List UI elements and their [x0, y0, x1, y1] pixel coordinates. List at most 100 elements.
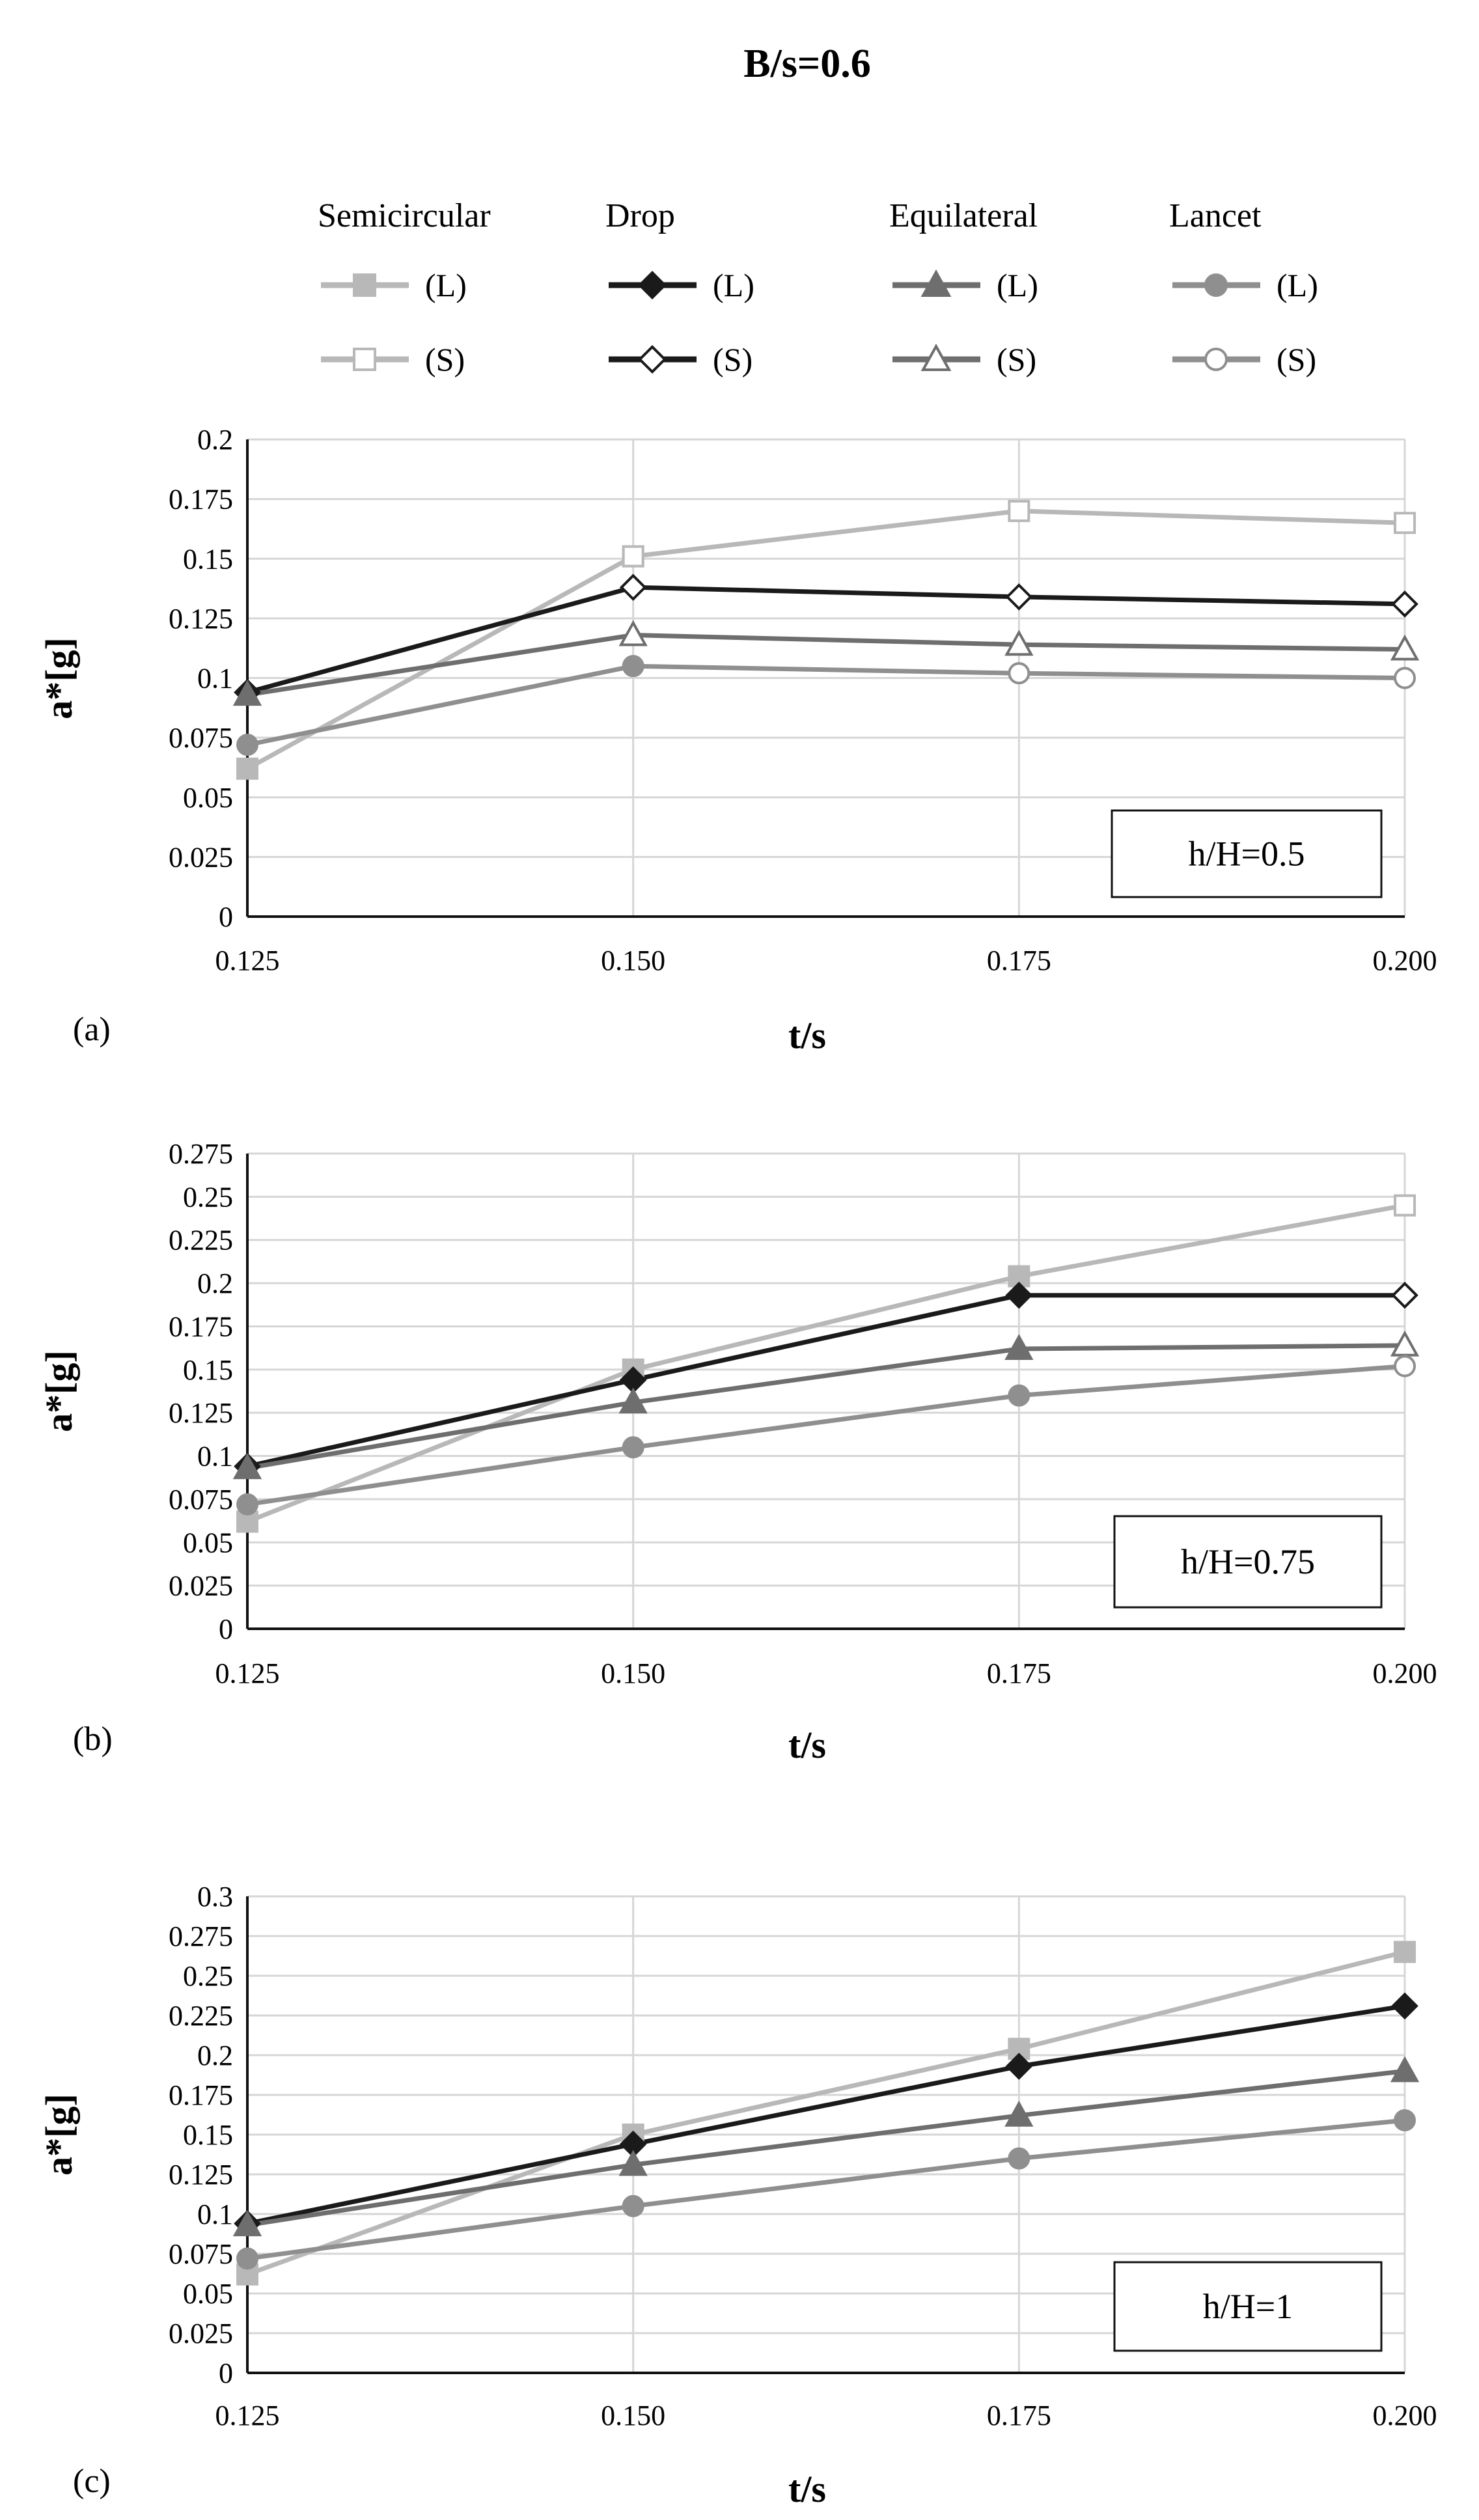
panel-label: (a) — [73, 1011, 111, 1048]
data-point-lancet-s — [1394, 1355, 1416, 1378]
y-tick-label: 0.025 — [169, 841, 233, 873]
y-tick-label: 0.1 — [197, 1441, 233, 1473]
data-point-lancet-l — [622, 2195, 644, 2217]
data-point-equilateral-l — [618, 2150, 648, 2176]
data-point-semicircular-s — [1394, 512, 1416, 534]
y-tick-label: 0.2 — [197, 424, 233, 456]
series-line-semicircular — [245, 1949, 1407, 2277]
legend-marker-equilateral-s — [920, 343, 952, 371]
x-axis-title: t/s — [788, 2468, 826, 2510]
y-tick-label: 0.2 — [197, 1267, 233, 1299]
data-point-semicircular-l — [1394, 1941, 1416, 1963]
data-point-lancet-l — [236, 2247, 258, 2270]
chart-panel-3: 0 0.025 0.05 0.075 0.1 0.125 0.15 0.175 0.2 0.225… — [38, 1881, 1437, 2510]
data-point-equilateral-l — [1390, 2056, 1420, 2083]
y-tick-label: 0.125 — [169, 1397, 233, 1429]
series-line-equilateral — [245, 2068, 1407, 2228]
y-tick-label: 0.1 — [197, 663, 233, 695]
data-point-lancet-l — [236, 734, 258, 756]
y-tick-label: 0.05 — [183, 782, 233, 814]
x-tick-label: 0.125 — [215, 2400, 280, 2431]
series-markers — [232, 499, 1420, 780]
series-lines — [245, 508, 1407, 771]
series-line-equilateral — [245, 633, 1407, 697]
series-markers — [232, 1194, 1420, 1533]
legend-group-drop: Drop — [605, 197, 675, 234]
data-point-lancet-s — [1008, 662, 1030, 685]
annotation-box — [1111, 809, 1383, 898]
panel-label: (c) — [73, 2463, 111, 2500]
y-axis-title: a*[g] — [38, 2094, 80, 2176]
data-point-lancet-l — [1008, 1384, 1030, 1407]
y-tick-label: 0.05 — [183, 2278, 233, 2310]
y-tick-label: 0.15 — [183, 2119, 233, 2151]
data-point-lancet-l — [1394, 2109, 1416, 2132]
series-line-lancet — [245, 1364, 1407, 1507]
y-tick-label: 0.225 — [169, 2000, 233, 2032]
data-point-semicircular-l — [1008, 1265, 1030, 1288]
data-point-drop-l — [1391, 1992, 1418, 2020]
y-axis-title: a*[g] — [38, 637, 80, 719]
legend-marker-lancet-s — [1204, 348, 1228, 371]
y-tick-label: 0 — [219, 2357, 233, 2389]
y-tick-label: 0.025 — [169, 1570, 233, 1602]
y-axis-title: a*[g] — [38, 1350, 80, 1432]
x-tick-label: 0.175 — [987, 2400, 1051, 2431]
legend-marker-drop-l — [637, 270, 667, 300]
figure-title: B/s=0.6 — [743, 42, 871, 86]
legend-label-semicircular-l: (L) — [425, 267, 467, 303]
series-line-lancet — [245, 663, 1407, 747]
y-tick-label: 0.175 — [169, 484, 233, 516]
series-line-drop — [245, 585, 1407, 695]
panel-label: (b) — [73, 1721, 113, 1758]
y-tick-label: 0.075 — [169, 1484, 233, 1516]
series-line-lancet — [245, 2118, 1407, 2261]
y-tick-label: 0.1 — [197, 2198, 233, 2230]
y-tick-label: 0.125 — [169, 2159, 233, 2191]
data-point-lancet-l — [236, 1493, 258, 1516]
y-tick-label: 0.15 — [183, 1354, 233, 1386]
data-point-lancet-s — [1394, 667, 1416, 689]
x-axis-title: t/s — [788, 1014, 826, 1057]
y-tick-label: 0 — [219, 1613, 233, 1645]
x-tick-label: 0.200 — [1373, 2400, 1437, 2431]
y-tick-label: 0 — [219, 901, 233, 933]
series-line-semicircular — [245, 508, 1407, 771]
legend-marker-equilateral-l — [920, 269, 952, 297]
legend-label-lancet-l: (L) — [1277, 267, 1318, 303]
data-point-equilateral-l — [1004, 1334, 1034, 1360]
data-point-drop-s — [619, 574, 647, 602]
legend-marker-semicircular-s — [353, 348, 376, 371]
x-tick-label: 0.200 — [1373, 1657, 1437, 1689]
x-tick-label: 0.200 — [1373, 945, 1437, 976]
data-point-lancet-l — [622, 655, 644, 678]
chart-panel-1: 0 0.025 0.05 0.075 0.1 0.125 0.15 0.175 0.2 0.125… — [38, 424, 1437, 1057]
y-tick-label: 0.275 — [169, 1920, 233, 1952]
x-tick-label: 0.175 — [987, 945, 1051, 976]
legend-label-drop-l: (L) — [713, 267, 754, 303]
annotation-box — [1113, 2261, 1383, 2352]
x-tick-label: 0.125 — [215, 945, 280, 976]
x-tick-label: 0.150 — [601, 945, 665, 976]
data-point-semicircular-s — [1394, 1194, 1416, 1217]
x-tick-label: 0.125 — [215, 1657, 280, 1689]
series-line-drop — [245, 1293, 1407, 1469]
data-point-drop-s — [1391, 590, 1418, 618]
x-tick-label: 0.175 — [987, 1657, 1051, 1689]
x-tick-label: 0.150 — [601, 2400, 665, 2431]
legend-label-drop-s: (S) — [713, 341, 753, 378]
y-tick-label: 0.275 — [169, 1138, 233, 1170]
chart-panels: 0 0.025 0.05 0.075 0.1 0.125 0.15 0.175 0.2 0.125… — [38, 424, 1437, 2510]
data-point-equilateral-l — [232, 2210, 262, 2237]
y-tick-label: 0.05 — [183, 1527, 233, 1558]
data-point-semicircular-s — [1008, 499, 1030, 522]
y-tick-label: 0.075 — [169, 2238, 233, 2270]
legend-label-lancet-s: (S) — [1277, 341, 1316, 378]
y-tick-label: 0.25 — [183, 1960, 233, 1992]
series-lines — [245, 1949, 1407, 2277]
y-tick-label: 0.2 — [197, 2040, 233, 2071]
x-tick-label: 0.150 — [601, 1657, 665, 1689]
legend-group-equilateral: Equilateral — [889, 197, 1038, 234]
